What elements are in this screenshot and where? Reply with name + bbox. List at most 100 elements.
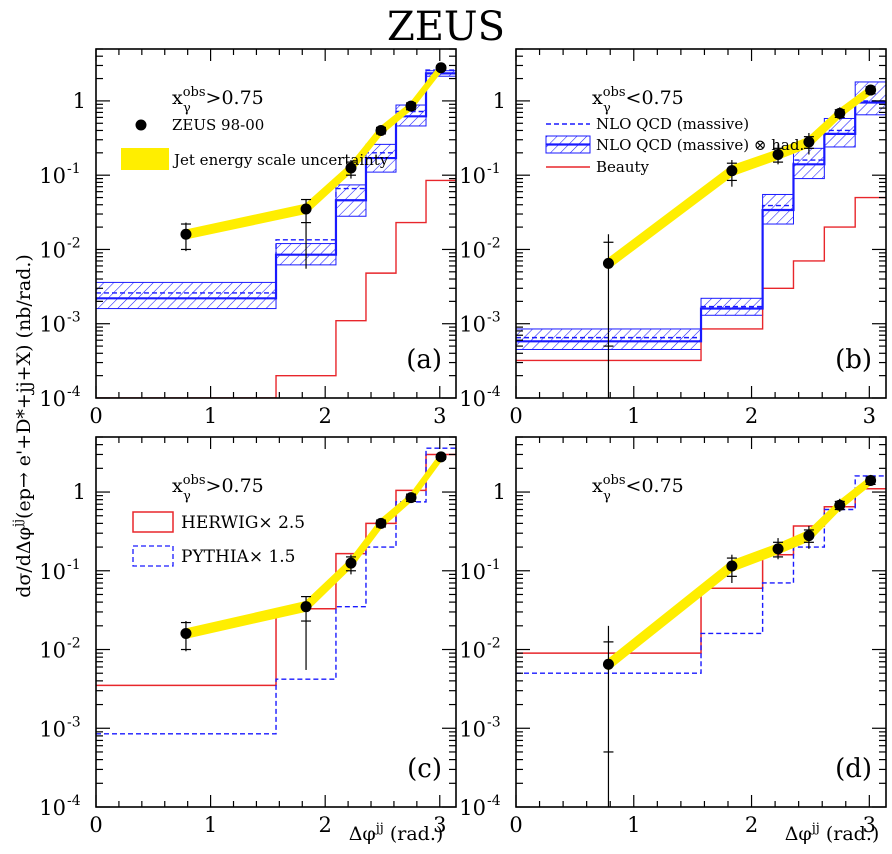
cut-label-sub-a: γ bbox=[183, 101, 191, 116]
cut-label-d: xobs<0.75 bbox=[592, 473, 684, 497]
data-point-d-2 bbox=[772, 543, 784, 555]
y-tick-exp-d: -2 bbox=[487, 636, 501, 652]
plot-area-d bbox=[516, 474, 886, 807]
y-tick-exp-c: -1 bbox=[67, 557, 81, 573]
data-point-d-1 bbox=[726, 560, 738, 572]
data-point-c-0 bbox=[180, 627, 192, 639]
y-tick-exp-b: -1 bbox=[487, 161, 501, 177]
data-point-c-3 bbox=[375, 517, 387, 529]
data-point-c-4 bbox=[405, 492, 417, 504]
nlo-had-line-b bbox=[516, 101, 886, 343]
y-tick-label-d: 10 bbox=[459, 560, 486, 584]
y-tick-label-c: 10 bbox=[39, 717, 66, 741]
panel-tag-a: (a) bbox=[406, 345, 442, 375]
x-tick-label-c: 3 bbox=[433, 813, 446, 837]
y-tick-label-d: 10 bbox=[459, 796, 486, 820]
data-point-b-3 bbox=[803, 136, 815, 148]
y-tick-label-b: 10 bbox=[459, 387, 486, 411]
cut-label-sub-d: γ bbox=[603, 489, 611, 504]
frame-c bbox=[95, 436, 457, 808]
cut-label-a: xobs>0.75 bbox=[172, 85, 264, 109]
cut-label-sub-b: γ bbox=[603, 101, 611, 116]
y-tick-label-b: 1 bbox=[493, 89, 506, 113]
legend-label-pythia: PYTHIA× 1.5 bbox=[181, 547, 296, 567]
panel-a: 0 1 2 310-410-310-210 -11(a)xobs>0.75γ bbox=[39, 48, 457, 428]
y-tick-label-b: 10 bbox=[459, 238, 486, 262]
cut-label-c: xobs>0.75 bbox=[172, 473, 264, 497]
x-tick-label-d: 2 bbox=[745, 813, 758, 837]
panel-d: 0 1 2 310-410-310-210 -11(d)xobs<0.75γ bbox=[459, 436, 887, 837]
y-tick-exp-a: -2 bbox=[67, 235, 81, 251]
panel-c: 0 1 2 310-410-310-210 -11(c)xobs>0.75γ bbox=[39, 436, 457, 837]
y-tick-label-c: 10 bbox=[39, 639, 66, 663]
y-tick-exp-a: -4 bbox=[67, 384, 81, 400]
data-point-a-3 bbox=[375, 124, 387, 136]
data-point-a-1 bbox=[300, 203, 312, 215]
x-tick-label-b: 2 bbox=[745, 404, 758, 428]
y-tick-exp-d: -4 bbox=[487, 793, 501, 809]
x-tick-label-b: 0 bbox=[509, 404, 522, 428]
y-tick-label-b: 10 bbox=[459, 164, 486, 188]
legend-marker-pythia bbox=[132, 545, 174, 567]
frame-d bbox=[515, 436, 887, 808]
x-tick-label-b: 3 bbox=[863, 404, 876, 428]
plot-area-c bbox=[96, 447, 456, 735]
y-tick-exp-c: -3 bbox=[67, 714, 81, 730]
figure-title: ZEUS bbox=[387, 4, 505, 50]
y-tick-label-c: 10 bbox=[39, 560, 66, 584]
x-axis-label-right: Δφjj (rad.) bbox=[785, 821, 880, 845]
y-tick-label-b: 10 bbox=[459, 313, 486, 337]
y-tick-exp-c: -2 bbox=[67, 636, 81, 652]
data-point-b-0 bbox=[602, 257, 614, 269]
y-tick-label-d: 10 bbox=[459, 639, 486, 663]
frame-a bbox=[95, 48, 457, 399]
x-tick-label-d: 1 bbox=[627, 813, 640, 837]
y-tick-exp-d: -3 bbox=[487, 714, 501, 730]
beauty-line-a bbox=[96, 179, 456, 398]
y-tick-exp-a: -3 bbox=[67, 310, 81, 326]
data-point-d-5 bbox=[865, 475, 877, 487]
y-tick-exp-b: -3 bbox=[487, 310, 501, 326]
data-point-a-4 bbox=[405, 100, 417, 112]
panel-tag-b: (b) bbox=[835, 345, 872, 375]
nlo-had-line-a bbox=[96, 72, 456, 300]
y-tick-label-a: 10 bbox=[39, 238, 66, 262]
frame-b bbox=[515, 48, 887, 399]
cut-label-sub-c: γ bbox=[183, 489, 191, 504]
legend-c: HERWIG× 2.5 PYTHIA× 1.5 bbox=[132, 511, 305, 567]
legend-a: ZEUS 98-00 Jet energy scale uncertainty bbox=[121, 116, 389, 170]
data-point-d-4 bbox=[834, 499, 846, 511]
plot-area-b bbox=[516, 81, 886, 398]
data-point-b-1 bbox=[726, 165, 738, 177]
data-point-c-1 bbox=[300, 601, 312, 613]
y-tick-label-d: 10 bbox=[459, 717, 486, 741]
data-point-b-5 bbox=[865, 84, 877, 96]
y-tick-label-a: 10 bbox=[39, 387, 66, 411]
x-tick-label-a: 1 bbox=[204, 404, 217, 428]
x-tick-label-d: 0 bbox=[509, 813, 522, 837]
y-tick-label-a: 10 bbox=[39, 313, 66, 337]
legend-label-nlo-had: NLO QCD (massive) ⊗ had. bbox=[596, 136, 804, 154]
legend-b: NLO QCD (massive) NLO QCD (massive) ⊗ had… bbox=[545, 115, 804, 176]
y-tick-label-c: 1 bbox=[73, 480, 86, 504]
data-point-d-3 bbox=[803, 530, 815, 542]
x-tick-label-a: 2 bbox=[318, 404, 331, 428]
data-point-a-2 bbox=[345, 162, 357, 174]
cut-label-b: xobs<0.75 bbox=[592, 85, 684, 109]
panel-tag-c: (c) bbox=[407, 754, 442, 784]
y-axis-label: dσ/dΔφjj(ep→ e'+D*+jj+X) (nb/rad.) bbox=[11, 254, 35, 598]
data-point-c-2 bbox=[345, 557, 357, 569]
x-tick-label-b: 1 bbox=[627, 404, 640, 428]
data-point-a-0 bbox=[180, 228, 192, 240]
y-tick-exp-c: -4 bbox=[67, 793, 81, 809]
legend-label-jes: Jet energy scale uncertainty bbox=[172, 151, 389, 169]
y-tick-label-a: 1 bbox=[73, 89, 86, 113]
x-tick-label-c: 1 bbox=[204, 813, 217, 837]
x-tick-label-c: 0 bbox=[89, 813, 102, 837]
panel-tag-d: (d) bbox=[835, 754, 872, 784]
legend-label-data: ZEUS 98-00 bbox=[172, 116, 264, 134]
data-point-c-5 bbox=[435, 451, 447, 463]
legend-label-nlo-massive: NLO QCD (massive) bbox=[596, 115, 749, 133]
